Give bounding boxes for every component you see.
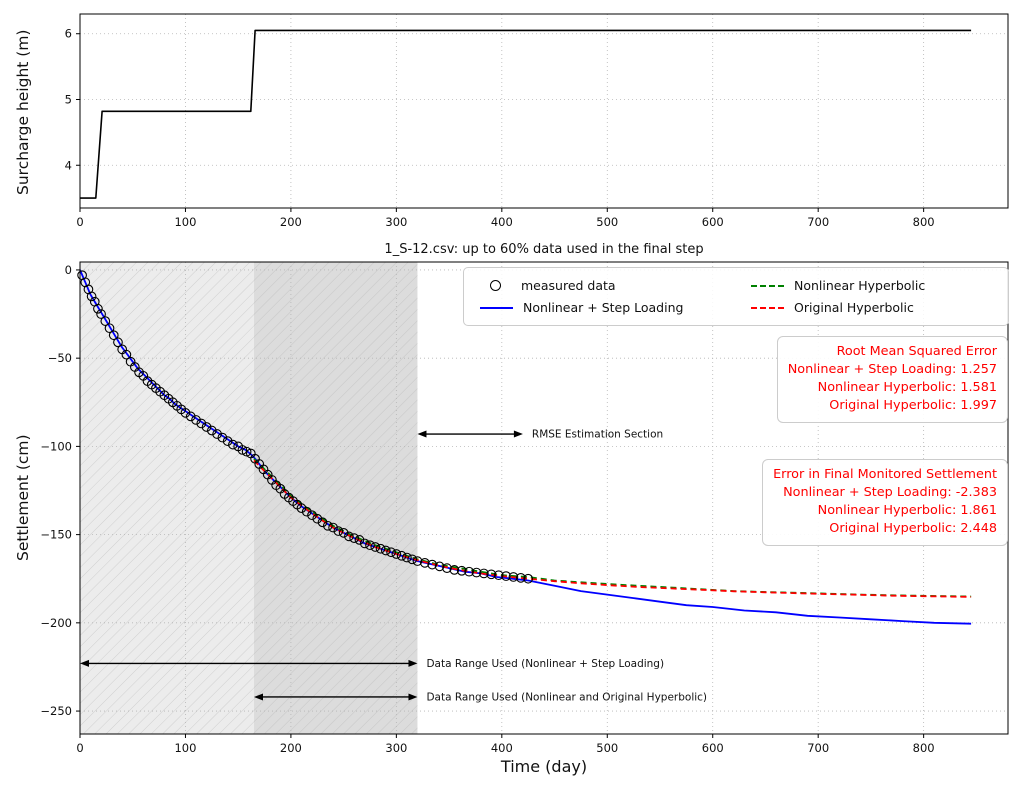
svg-text:100: 100	[174, 741, 196, 755]
svg-text:Data Range Used (Nonlinear and: Data Range Used (Nonlinear and Original …	[426, 691, 707, 703]
final-error-annotation-box: Error in Final Monitored Settlement Nonl…	[762, 459, 1008, 546]
nonlinear-hyperbolic-line-icon	[751, 284, 784, 287]
chart-title: 1_S-12.csv: up to 60% data used in the f…	[384, 242, 704, 257]
svg-text:5: 5	[65, 92, 72, 106]
svg-text:−150: −150	[40, 528, 72, 542]
rmse-annotation-line: Original Hyperbolic: 1.997	[829, 398, 997, 414]
svg-text:−50: −50	[48, 351, 72, 365]
legend-item-original-hyperbolic: Original Hyperbolic	[751, 300, 992, 315]
legend-item-measured-data: measured data	[480, 278, 721, 293]
surcharge-y-axis-label: Surcharge height (m)	[14, 29, 32, 196]
measured-data-marker-icon	[490, 280, 501, 291]
rmse-annotation-title: Root Mean Squared Error	[836, 344, 997, 359]
svg-text:−250: −250	[40, 704, 72, 718]
legend-label: measured data	[521, 278, 616, 293]
original-hyperbolic-line-icon	[751, 306, 784, 309]
svg-text:600: 600	[702, 215, 724, 229]
svg-text:800: 800	[913, 215, 935, 229]
svg-text:200: 200	[280, 215, 302, 229]
svg-text:Data Range Used (Nonlinear + S: Data Range Used (Nonlinear + Step Loadin…	[426, 658, 664, 670]
svg-text:0: 0	[76, 215, 83, 229]
svg-text:4: 4	[65, 158, 72, 172]
svg-text:200: 200	[280, 741, 302, 755]
svg-text:400: 400	[491, 215, 513, 229]
surcharge-chart-canvas: 0 100 200 300 400 500 600 700 800 4 5 6	[65, 13, 1009, 229]
svg-text:300: 300	[385, 741, 407, 755]
rmse-annotation-line: Nonlinear Hyperbolic: 1.581	[817, 380, 997, 396]
svg-text:500: 500	[596, 215, 618, 229]
step-loading-line-icon	[480, 306, 513, 309]
legend: measured data Nonlinear + Step Loading N…	[463, 267, 1009, 326]
svg-text:100: 100	[174, 215, 196, 229]
svg-text:600: 600	[702, 741, 724, 755]
time-x-axis-label: Time (day)	[500, 757, 588, 776]
svg-text:0: 0	[76, 741, 83, 755]
svg-text:700: 700	[807, 215, 829, 229]
final-error-annotation-line: Nonlinear + Step Loading: -2.383	[783, 485, 997, 501]
legend-label: Nonlinear + Step Loading	[523, 300, 684, 315]
final-error-annotation-title: Error in Final Monitored Settlement	[773, 467, 997, 482]
svg-text:0: 0	[65, 263, 72, 277]
svg-text:800: 800	[913, 741, 935, 755]
svg-text:−200: −200	[40, 616, 72, 630]
legend-item-step-loading: Nonlinear + Step Loading	[480, 300, 721, 315]
legend-label: Original Hyperbolic	[794, 300, 914, 315]
settlement-chart-canvas: 0 100 200 300 400 500 600 700 800 0 −50 −100 −150 −20…	[40, 261, 1009, 755]
final-error-annotation-line: Nonlinear Hyperbolic: 1.861	[817, 503, 997, 519]
rmse-annotation-box: Root Mean Squared Error Nonlinear + Step…	[776, 336, 1008, 423]
rmse-annotation-line: Nonlinear + Step Loading: 1.257	[787, 362, 997, 378]
svg-text:400: 400	[491, 741, 513, 755]
svg-text:700: 700	[807, 741, 829, 755]
legend-label: Nonlinear Hyperbolic	[794, 278, 926, 293]
settlement-y-axis-label: Settlement (cm)	[14, 434, 32, 561]
svg-text:300: 300	[385, 215, 407, 229]
final-error-annotation-line: Original Hyperbolic: 2.448	[829, 521, 997, 537]
legend-item-nonlinear-hyperbolic: Nonlinear Hyperbolic	[751, 278, 992, 293]
svg-text:6: 6	[65, 27, 72, 41]
svg-text:−100: −100	[40, 439, 72, 453]
svg-text:RMSE Estimation Section: RMSE Estimation Section	[532, 429, 663, 441]
svg-text:500: 500	[596, 741, 618, 755]
